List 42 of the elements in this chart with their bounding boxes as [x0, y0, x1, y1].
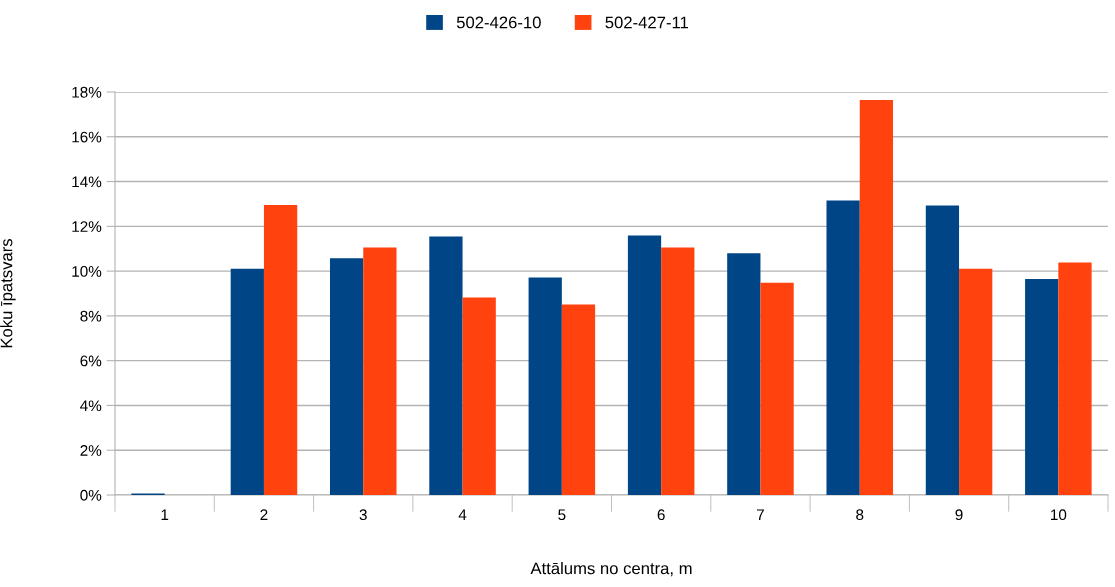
x-tick-label: 7 — [756, 509, 764, 520]
x-tick-label: 1 — [161, 509, 169, 520]
x-tick-label: 8 — [856, 509, 864, 521]
x-tick-label: 2 — [260, 509, 268, 520]
bar — [462, 297, 496, 495]
y-tick-label: 10% — [72, 265, 102, 277]
x-tick-label: 4 — [458, 509, 467, 520]
bar — [826, 200, 860, 495]
bar — [959, 268, 993, 495]
legend-label: 502-426-10 — [456, 16, 541, 29]
y-tick-label: 14% — [72, 176, 102, 188]
bar — [727, 253, 761, 495]
bar — [561, 304, 596, 495]
bar — [329, 258, 364, 495]
bar — [429, 236, 463, 495]
bar — [661, 247, 695, 495]
y-axis-title: Koku īpatsvars — [0, 238, 16, 348]
y-tick-label: 12% — [72, 221, 102, 232]
x-tick-label: 6 — [657, 509, 665, 521]
bar — [627, 235, 662, 495]
bar — [859, 100, 894, 495]
bar — [1025, 278, 1059, 495]
bar — [1058, 262, 1092, 495]
x-tick-label: 5 — [558, 509, 566, 521]
bar — [528, 277, 562, 495]
y-tick-label: 8% — [80, 310, 102, 322]
bar — [230, 268, 264, 495]
x-tick-label: 9 — [955, 509, 963, 521]
y-tick-label: 18% — [72, 86, 102, 98]
y-tick-label: 2% — [80, 445, 102, 456]
y-tick-label: 4% — [80, 400, 102, 412]
x-tick-label: 3 — [359, 509, 367, 521]
y-tick-label: 16% — [72, 131, 102, 143]
y-tick-label: 6% — [80, 355, 102, 367]
legend-label: 502-427-11 — [605, 16, 688, 29]
bar — [925, 205, 960, 495]
y-tick-label: 0% — [80, 489, 102, 501]
x-tick-label: 10 — [1051, 509, 1067, 521]
bar — [363, 247, 397, 495]
x-axis-title: Attālums no centra, m — [530, 562, 692, 577]
bar — [263, 205, 298, 495]
bar — [760, 282, 794, 495]
